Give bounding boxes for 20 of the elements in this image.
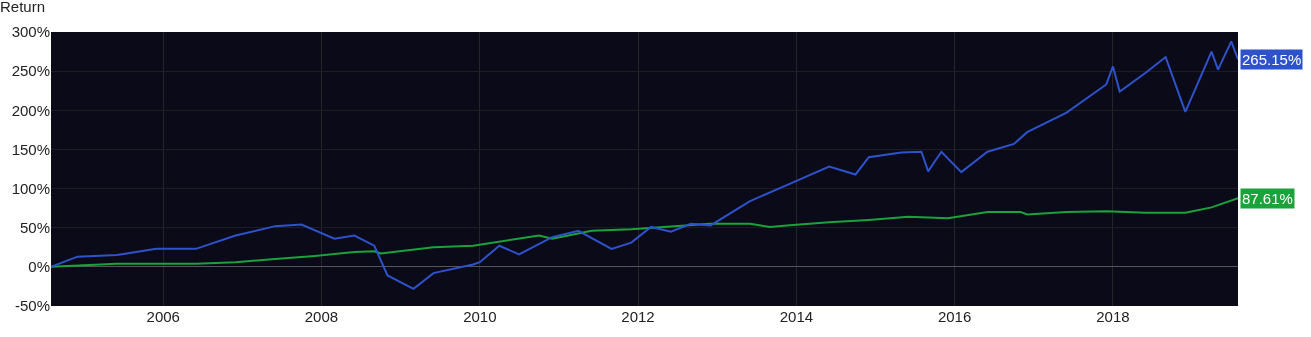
y-tick-label: 300%: [11, 23, 50, 41]
x-tick-label: 2008: [304, 308, 339, 325]
x-tick-label: 2012: [621, 308, 655, 325]
x-tick-label: 2010: [463, 308, 497, 325]
x-tick-label: 2016: [937, 308, 972, 325]
line-series: [51, 197, 1238, 268]
y-tick-label: 250%: [11, 62, 50, 80]
data-label: 87.61%: [1242, 190, 1293, 207]
x-tick-label: 2014: [779, 308, 814, 325]
y-tick-label: 150%: [11, 140, 50, 158]
y-tick-label: 200%: [11, 101, 50, 119]
data-label: 265.15%: [1242, 51, 1302, 68]
y-tick-label: 50%: [19, 218, 50, 236]
x-tick-label: 2006: [146, 308, 180, 325]
line-series: [51, 40, 1238, 290]
y-tick-label: 100%: [11, 179, 50, 197]
chart-title: Return: [0, 0, 46, 16]
y-tick-label: -50%: [14, 297, 50, 315]
y-tick-label: 0%: [28, 258, 50, 276]
x-tick-label: 2018: [1096, 308, 1130, 325]
